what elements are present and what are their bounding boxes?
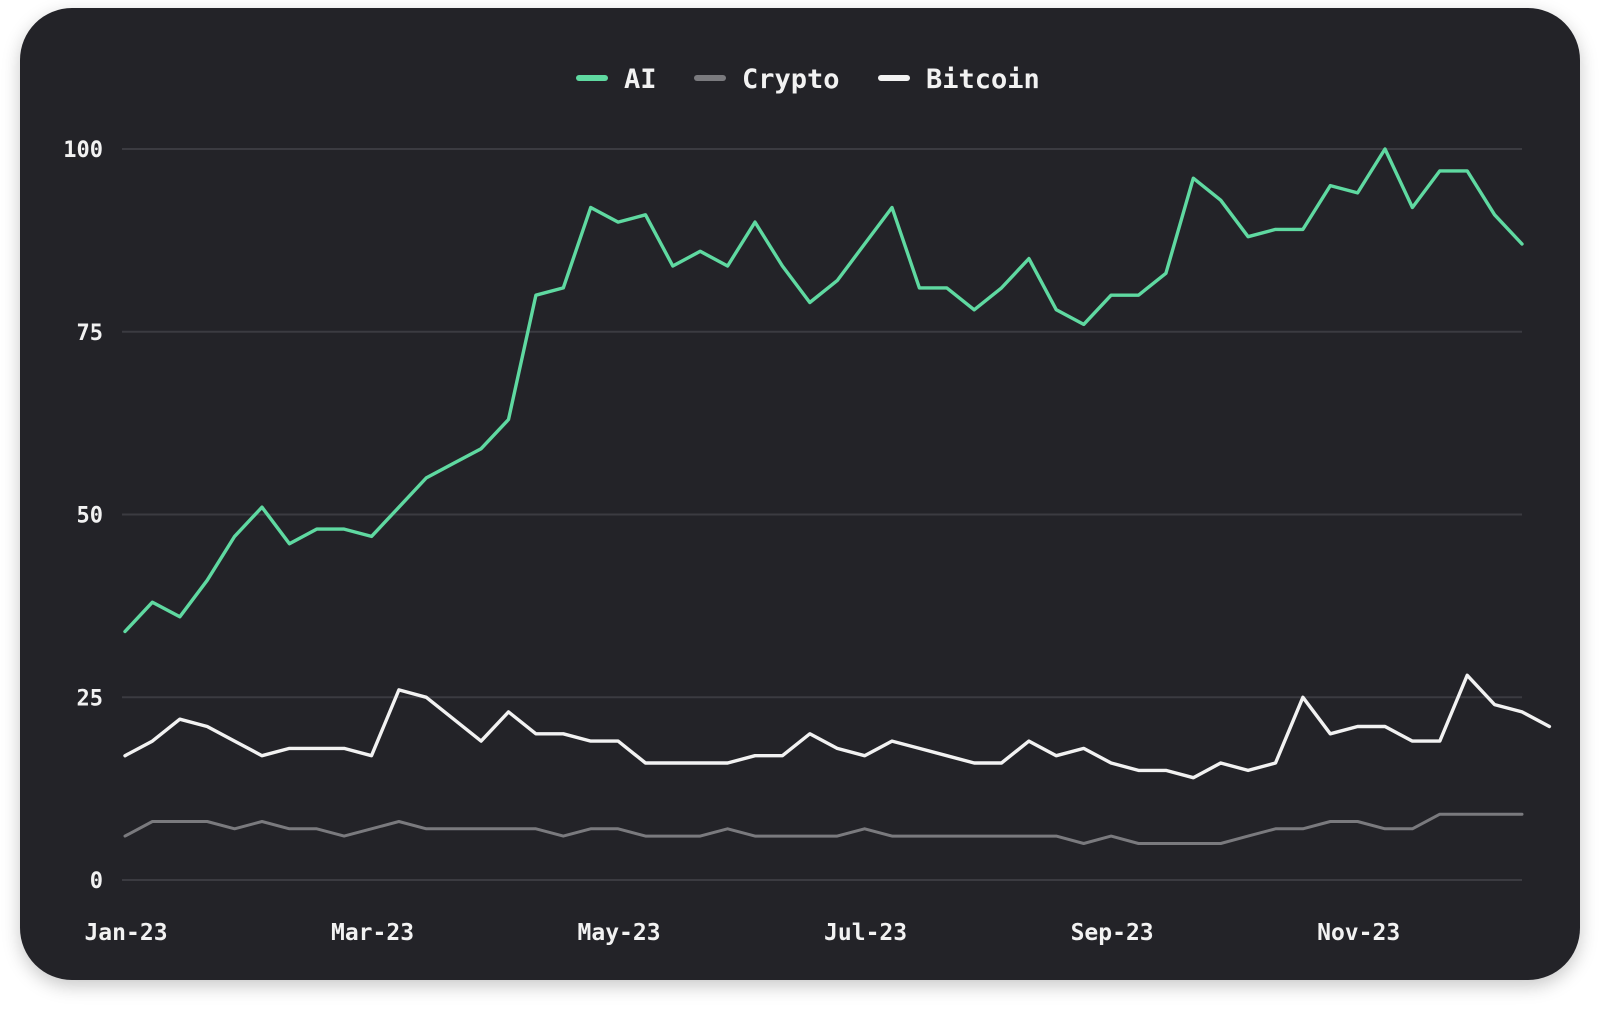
legend-label-crypto: Crypto xyxy=(742,64,840,95)
y-tick-label: 75 xyxy=(77,321,104,346)
series-line-ai[interactable] xyxy=(123,147,1524,634)
y-tick-label: 50 xyxy=(77,504,104,529)
x-axis-ticks: Jan-23 Mar-23 May-23 Jul-23 Sep-23 Nov-23 xyxy=(84,920,1400,946)
series-lines xyxy=(123,147,1552,845)
legend-swatch-bitcoin xyxy=(878,75,910,81)
legend-label-bitcoin: Bitcoin xyxy=(926,64,1040,95)
legend-item-ai[interactable]: AI xyxy=(576,64,657,95)
y-axis-ticks: 0 25 50 75 100 xyxy=(63,138,103,894)
legend-label-ai: AI xyxy=(624,64,657,95)
y-tick-label: 100 xyxy=(63,138,103,163)
x-tick-label: Mar-23 xyxy=(331,920,414,946)
x-tick-label: Sep-23 xyxy=(1071,920,1154,946)
x-tick-label: Jan-23 xyxy=(84,920,167,946)
x-tick-label: May-23 xyxy=(578,920,661,946)
series-line-bitcoin[interactable] xyxy=(123,673,1552,780)
grid xyxy=(122,148,1522,881)
chart-card xyxy=(20,8,1580,980)
legend-swatch-ai xyxy=(576,75,608,81)
legend-item-bitcoin[interactable]: Bitcoin xyxy=(878,64,1040,95)
y-tick-label: 25 xyxy=(77,686,104,711)
series-line-crypto[interactable] xyxy=(123,812,1524,845)
legend-item-crypto[interactable]: Crypto xyxy=(694,64,840,95)
x-tick-label: Nov-23 xyxy=(1317,920,1400,946)
y-tick-label: 0 xyxy=(90,869,103,894)
legend: AI Crypto Bitcoin xyxy=(576,64,1040,95)
x-tick-label: Jul-23 xyxy=(824,920,907,946)
legend-swatch-crypto xyxy=(694,75,726,81)
